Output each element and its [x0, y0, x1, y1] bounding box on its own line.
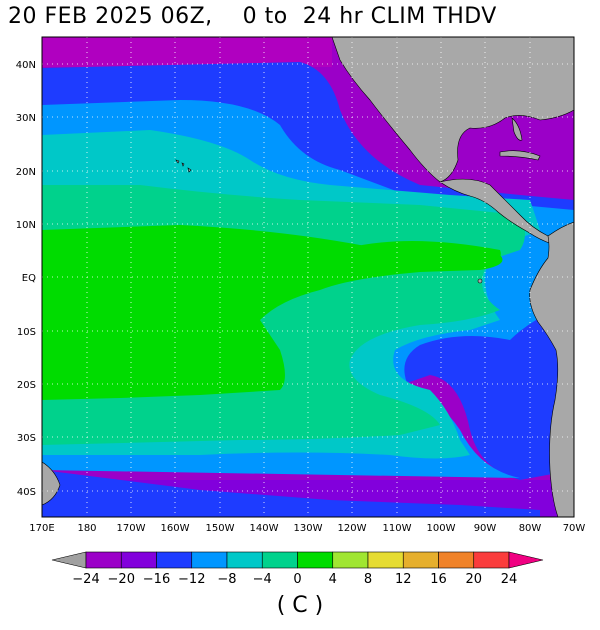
colorbar-tick-label: −24 [72, 572, 99, 587]
colorbar-tick-label: −16 [143, 572, 170, 587]
colorbar-tick-label: −12 [178, 572, 205, 587]
lat-label: 30S [17, 433, 36, 444]
lon-label: 140W [250, 523, 279, 534]
colorbar-tick-label: 12 [395, 572, 412, 587]
lon-label: 110W [383, 523, 412, 534]
lat-label: 10N [16, 220, 36, 231]
lon-label: 80W [519, 523, 542, 534]
colorbar-swatch [120, 551, 157, 569]
colorbar-swatch [473, 551, 510, 569]
grid-lines [42, 37, 574, 517]
colorbar-tick-label: 20 [465, 572, 482, 587]
lon-label: 170E [29, 523, 54, 534]
lon-label: 170W [117, 523, 146, 534]
florida-land [511, 117, 523, 141]
colorbar-swatch [332, 551, 369, 569]
lat-label: 40N [16, 60, 36, 71]
lon-label: 150W [206, 523, 235, 534]
new-zealand-land [42, 461, 61, 506]
lon-label: 90W [474, 523, 497, 534]
colorbar-tick-label: −8 [217, 572, 236, 587]
colorbar-swatch [438, 551, 475, 569]
colorbar-swatch [191, 551, 228, 569]
south-america-land [529, 221, 574, 517]
colorbar-swatch [226, 551, 263, 569]
colorbar-swatch [261, 551, 298, 569]
contour-field [42, 37, 574, 517]
lat-label: 40S [17, 487, 36, 498]
galapagos-islands [477, 278, 483, 284]
colorbar-tick-label: 4 [329, 572, 337, 587]
colorbar-tick-label: −20 [108, 572, 135, 587]
lon-label: 120W [338, 523, 367, 534]
colorbar-under-triangle [51, 551, 87, 569]
colorbar-tick-label: 24 [501, 572, 518, 587]
lat-axis: 40N 30N 20N 10N EQ 10S 20S 30S 40S [16, 60, 36, 498]
lat-label: 20S [17, 380, 36, 391]
colorbar-over-triangle [508, 551, 544, 569]
lon-label: 160W [161, 523, 190, 534]
lat-label: 30N [16, 113, 36, 124]
colorbar-tick-label: 0 [293, 572, 301, 587]
colorbar-swatch [367, 551, 404, 569]
map-frame [41, 36, 575, 518]
lat-label: 20N [16, 167, 36, 178]
colorbar-tick-label: 8 [364, 572, 372, 587]
colorbar-tick-label: 16 [430, 572, 447, 587]
band-magenta-top [42, 37, 332, 67]
north-america-land [331, 37, 574, 183]
colorbar-swatch [402, 551, 439, 569]
colorbar: −24 −20 −16 −12 −8 −4 0 4 8 12 16 20 24 [51, 551, 544, 587]
colorbar-tick-label: −4 [253, 572, 272, 587]
lon-axis: 170E 180 170W 160W 150W 140W 130W 120W 1… [29, 523, 585, 534]
lat-label: 10S [17, 327, 36, 338]
colorbar-swatch [297, 551, 334, 569]
lon-label: 180 [77, 523, 96, 534]
band-blue-south [42, 470, 540, 517]
map-title: 20 FEB 2025 06Z, 0 to 24 hr CLIM THDV [8, 4, 497, 29]
lat-label: EQ [22, 273, 36, 284]
lon-label: 100W [427, 523, 456, 534]
colorbar-swatch [156, 551, 193, 569]
hawaii-islands [175, 159, 192, 173]
central-america-land [439, 178, 553, 245]
colorbar-swatch [85, 551, 122, 569]
band-green [42, 225, 503, 400]
lon-label: 130W [294, 523, 323, 534]
lon-label: 70W [563, 523, 586, 534]
unit-label: ( C ) [276, 593, 324, 618]
